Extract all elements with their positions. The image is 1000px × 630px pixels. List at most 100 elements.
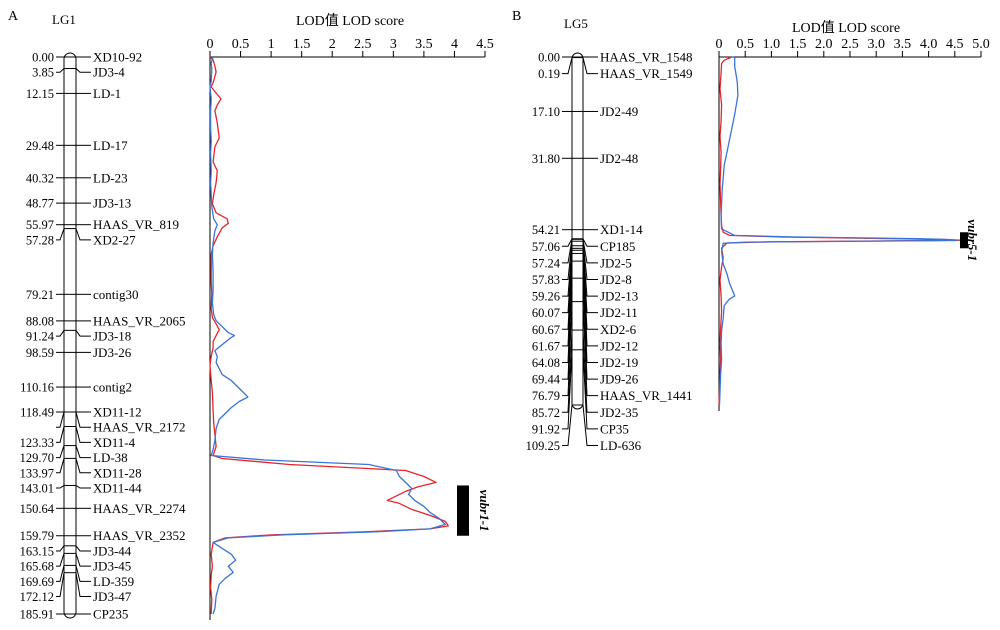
panel-a-linkage-group-title: LG1 <box>52 12 76 27</box>
marker-name-label: CP185 <box>600 239 635 254</box>
marker-position-label: 185.91 <box>20 608 54 622</box>
marker-leader-right <box>75 553 91 567</box>
panel-b-letter: B <box>512 9 521 24</box>
marker-leader-left <box>562 261 573 363</box>
panel-b-lod-curves <box>718 56 961 406</box>
marker-row: 64.08 JD2-19 <box>532 260 638 370</box>
marker-position-label: 69.44 <box>532 373 561 387</box>
marker-leader-right <box>582 349 598 430</box>
marker-name-label: JD2-48 <box>600 151 638 166</box>
panel-a-qtl-bar <box>457 485 469 536</box>
marker-position-label: 172.12 <box>20 590 54 604</box>
marker-row: 150.64 HAAS_VR_2274 <box>20 501 186 516</box>
marker-row: 143.01 XD11-44 <box>20 481 142 496</box>
marker-name-label: JD2-11 <box>600 305 638 320</box>
marker-row: 110.16 contig2 <box>20 380 132 395</box>
x-tick-label: 4.5 <box>476 37 494 52</box>
marker-position-label: 91.24 <box>26 330 55 344</box>
marker-position-label: 0.00 <box>538 51 560 65</box>
panel-a: A LG1 LOD值 LOD score 0.00 XD10-92 3.85 JD3-… <box>8 9 494 622</box>
marker-name-label: JD2-19 <box>600 355 638 370</box>
marker-row: 0.19 HAAS_VR_1549 <box>538 57 692 81</box>
panel-b-qtl-label: vubr5-1 <box>965 219 980 261</box>
marker-name-label: LD-359 <box>93 574 134 589</box>
marker-leader-right <box>75 485 91 489</box>
marker-row: 48.77 JD3-13 <box>26 196 131 211</box>
marker-row: 159.79 HAAS_VR_2352 <box>20 528 186 543</box>
marker-leader-right <box>582 330 598 413</box>
lod-curve-blue <box>718 56 959 406</box>
marker-row: 185.91 CP235 <box>20 607 129 622</box>
marker-position-label: 118.49 <box>20 406 54 420</box>
x-tick-label: 4.5 <box>946 37 964 52</box>
lod-curve-red <box>718 56 961 406</box>
marker-row: 60.67 XD2-6 <box>532 249 637 337</box>
marker-row: 61.67 JD2-12 <box>532 252 638 353</box>
marker-name-label: XD2-6 <box>600 322 637 337</box>
marker-row: 54.21 XD1-14 <box>532 222 643 237</box>
chromosome-body <box>571 52 584 410</box>
marker-position-label: 129.70 <box>20 451 54 465</box>
marker-position-label: 143.01 <box>20 482 54 496</box>
marker-row: 12.15 LD-1 <box>26 86 121 101</box>
marker-name-label: CP35 <box>600 421 629 436</box>
marker-leader-left <box>56 565 65 582</box>
marker-name-label: XD10-92 <box>93 50 142 65</box>
marker-leader-left <box>562 278 573 380</box>
x-tick-label: 4.0 <box>920 37 938 52</box>
marker-name-label: LD-1 <box>93 86 121 101</box>
marker-row: 40.32 LD-23 <box>26 170 128 185</box>
marker-position-label: 57.83 <box>532 273 560 287</box>
marker-leader-right <box>582 404 598 446</box>
marker-position-label: 54.21 <box>532 223 560 237</box>
marker-name-label: HAAS_VR_2274 <box>93 501 186 516</box>
marker-position-label: 55.97 <box>26 218 54 232</box>
marker-name-label: LD-636 <box>600 438 642 453</box>
marker-row: 3.85 JD3-4 <box>32 65 125 80</box>
marker-position-label: 31.80 <box>532 152 560 166</box>
panel-a-letter: A <box>8 9 19 24</box>
marker-position-label: 60.07 <box>532 306 560 320</box>
marker-row: 60.07 JD2-11 <box>532 247 638 320</box>
marker-row: 57.83 JD2-8 <box>532 240 632 287</box>
marker-position-label: 123.33 <box>20 436 54 450</box>
marker-name-label: XD2-27 <box>93 232 136 247</box>
marker-row: 0.00 HAAS_VR_1548 <box>538 50 692 65</box>
marker-leader-left <box>56 228 65 241</box>
x-tick-label: 2.0 <box>815 37 833 52</box>
marker-row: 165.68 JD3-45 <box>20 552 131 574</box>
marker-name-label: JD2-49 <box>600 104 638 119</box>
marker-row: 57.24 JD2-5 <box>532 238 632 270</box>
marker-position-label: 159.79 <box>20 529 54 543</box>
marker-leader-right <box>75 545 91 552</box>
marker-position-label: 88.08 <box>26 314 54 328</box>
marker-leader-left <box>56 458 65 474</box>
marker-leader-left <box>562 239 573 264</box>
marker-position-label: 98.59 <box>26 346 54 360</box>
marker-position-label: 17.10 <box>532 105 560 119</box>
panel-b-qtl-bar <box>960 232 968 249</box>
marker-row: 169.69 LD-359 <box>20 564 134 589</box>
marker-name-label: LD-38 <box>93 450 128 465</box>
marker-name-label: HAAS_VR_819 <box>93 217 179 232</box>
marker-leader-left <box>562 57 573 75</box>
marker-name-label: HAAS_VR_1548 <box>600 50 692 65</box>
marker-row: 133.97 XD11-28 <box>20 457 142 480</box>
marker-name-label: HAAS_VR_2065 <box>93 313 185 328</box>
marker-name-label: LD-23 <box>93 170 128 185</box>
x-tick-label: 3.0 <box>867 37 885 52</box>
marker-position-label: 79.21 <box>26 288 54 302</box>
marker-leader-left <box>562 238 573 247</box>
panel-a-lod-axis: 0 0.5 1 1.5 2 2.5 3 3.5 4 4.5 <box>207 37 494 620</box>
marker-row: 118.49 XD11-12 <box>20 405 142 420</box>
marker-name-label: JD3-4 <box>93 65 125 80</box>
x-tick-label: 4 <box>451 37 458 52</box>
marker-position-label: 12.15 <box>26 87 54 101</box>
lod-curve-blue <box>209 56 446 615</box>
marker-row: 88.08 HAAS_VR_2065 <box>26 313 186 328</box>
marker-position-label: 76.79 <box>532 389 560 403</box>
x-tick-label: 5.0 <box>972 37 990 52</box>
marker-name-label: JD2-35 <box>600 405 638 420</box>
x-tick-label: 3 <box>390 37 397 52</box>
